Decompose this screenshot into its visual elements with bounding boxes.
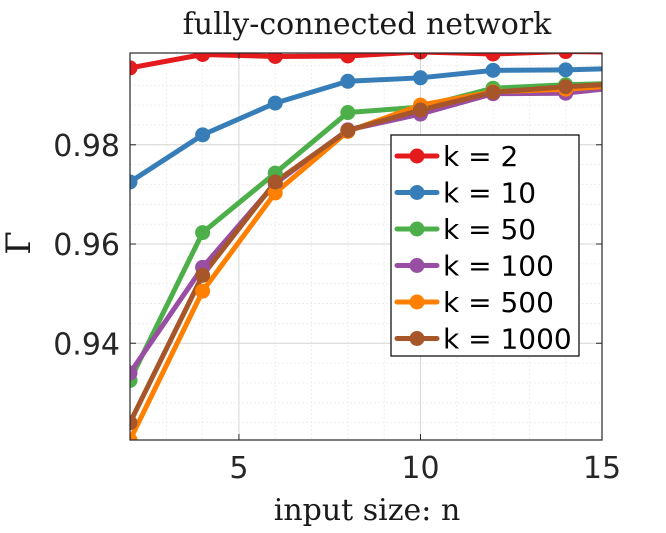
plot-area-frame [129, 52, 603, 441]
data-point [340, 122, 356, 138]
legend-swatch-marker [409, 331, 425, 346]
data-point [631, 45, 646, 60]
x-tick-label: 5 [229, 451, 248, 486]
chart-title: fully-connected network [183, 7, 553, 42]
data-point [340, 105, 356, 121]
data-point [267, 174, 283, 190]
legend-entry-label: k = 1000 [443, 323, 572, 356]
y-tick-label: 0.98 [53, 129, 120, 164]
data-point [631, 75, 646, 90]
data-point [130, 60, 138, 76]
data-point [631, 75, 646, 90]
data-point [130, 415, 138, 431]
legend-swatch-marker [409, 185, 425, 200]
data-point [412, 102, 428, 118]
data-point [558, 53, 574, 60]
legend-entry-label: k = 10 [443, 177, 536, 210]
y-tick-label: 0.94 [53, 327, 120, 362]
data-point [195, 225, 211, 241]
series-line-1 [130, 66, 602, 185]
data-point [130, 174, 138, 190]
data-point [340, 53, 356, 64]
legend-swatch-marker [409, 221, 425, 237]
data-point [267, 185, 283, 201]
x-tick-label: 10 [401, 451, 439, 486]
series-line-5 [130, 82, 602, 426]
legend-entry-label: k = 50 [443, 213, 536, 246]
axis-ticks: 5 10 15 0.94 0.96 0.98 [53, 53, 621, 486]
x-tick-label: 15 [583, 451, 621, 486]
data-point [485, 62, 501, 78]
series-line-0 [130, 53, 602, 71]
legend-box [390, 134, 580, 357]
series-points [130, 45, 646, 440]
legend-swatch-marker [409, 294, 425, 310]
data-point [631, 60, 646, 75]
data-point [412, 70, 428, 86]
data-point [195, 127, 211, 143]
data-point [195, 283, 211, 299]
data-point [195, 53, 211, 62]
data-point [267, 95, 283, 111]
y-axis-label: Γ [0, 231, 39, 255]
data-point [631, 77, 646, 92]
data-point [195, 267, 211, 283]
data-point [340, 73, 356, 89]
legend-entry-label: k = 2 [443, 140, 518, 173]
legend-swatch-marker [409, 148, 425, 164]
legend-swatch-marker [409, 258, 425, 273]
data-point [130, 432, 138, 440]
y-tick-label: 0.96 [53, 228, 120, 263]
data-point [631, 78, 646, 93]
x-axis-label: input size: n [274, 493, 461, 528]
data-point [558, 62, 574, 78]
series-lines [130, 53, 602, 440]
data-point [267, 53, 283, 64]
data-point [558, 79, 574, 95]
legend-entry-label: k = 100 [443, 250, 554, 283]
legend-entry-label: k = 500 [443, 286, 554, 319]
data-point [485, 53, 501, 62]
data-point [485, 84, 501, 100]
data-point [130, 365, 138, 381]
